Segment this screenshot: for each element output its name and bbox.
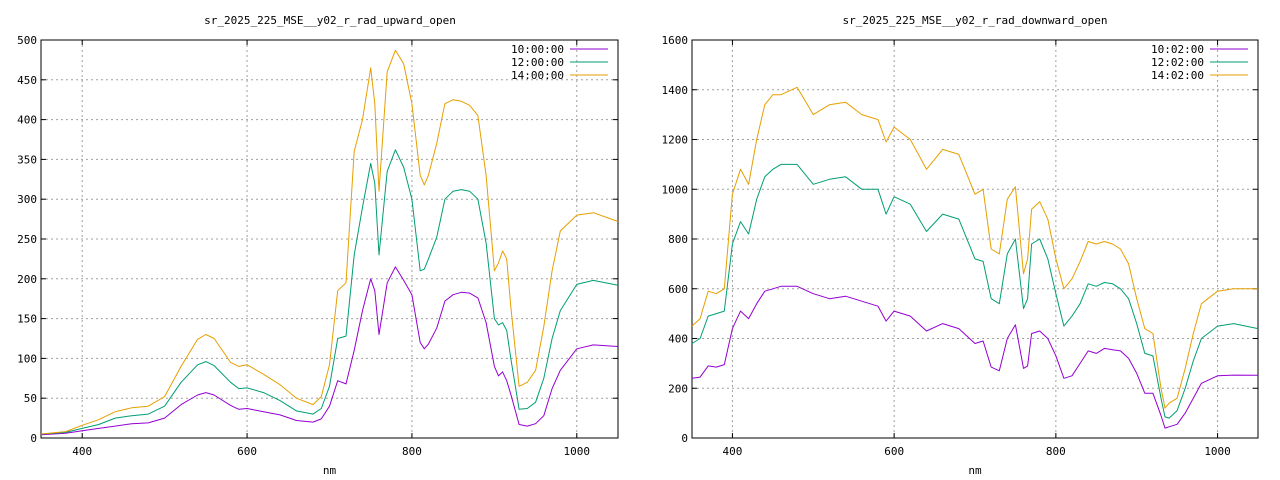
chart-title: sr_2025_225_MSE__y02_r_rad_upward_open — [204, 14, 456, 27]
y-tick-label: 1600 — [662, 34, 689, 47]
legend-label: 14:00:00 — [511, 69, 564, 82]
legend-label: 10:02:00 — [1151, 43, 1204, 56]
plot-frame — [691, 39, 1259, 439]
y-tick-label: 100 — [17, 352, 37, 365]
y-tick-label: 800 — [668, 233, 688, 246]
x-tick-label: 400 — [72, 445, 92, 458]
x-tick-label: 600 — [237, 445, 257, 458]
y-tick-label: 1000 — [662, 183, 689, 196]
x-tick-label: 400 — [722, 445, 742, 458]
y-tick-label: 0 — [681, 432, 688, 445]
downward-radiance-chart: sr_2025_225_MSE__y02_r_rad_downward_open… — [662, 14, 1259, 477]
x-axis-label: nm — [323, 464, 337, 477]
chart-title: sr_2025_225_MSE__y02_r_rad_downward_open — [843, 14, 1108, 27]
x-tick-label: 1000 — [1204, 445, 1231, 458]
y-tick-label: 500 — [17, 34, 37, 47]
y-tick-label: 50 — [24, 392, 37, 405]
y-tick-label: 600 — [668, 283, 688, 296]
y-tick-label: 400 — [668, 333, 688, 346]
series-line-0 — [691, 285, 1259, 429]
series-line-2 — [691, 86, 1258, 409]
x-tick-label: 800 — [402, 445, 422, 458]
series-line-1 — [40, 149, 619, 435]
legend-label: 12:02:00 — [1151, 56, 1204, 69]
y-tick-label: 450 — [17, 74, 37, 87]
y-tick-label: 350 — [17, 153, 37, 166]
legend-label: 12:00:00 — [511, 56, 564, 69]
y-tick-label: 300 — [17, 193, 37, 206]
plot-frame — [40, 39, 619, 439]
x-tick-label: 600 — [884, 445, 904, 458]
series-line-2 — [40, 49, 619, 435]
x-axis-label: nm — [968, 464, 982, 477]
series-line-0 — [40, 266, 619, 436]
y-tick-label: 400 — [17, 114, 37, 127]
y-tick-label: 0 — [30, 432, 37, 445]
legend-label: 14:02:00 — [1151, 69, 1204, 82]
y-tick-label: 250 — [17, 233, 37, 246]
y-tick-label: 1200 — [662, 134, 689, 147]
series-line-1 — [691, 163, 1259, 419]
y-tick-label: 200 — [668, 382, 688, 395]
upward-radiance-chart: sr_2025_225_MSE__y02_r_rad_upward_open 40… — [17, 14, 619, 477]
x-tick-label: 800 — [1046, 445, 1066, 458]
x-tick-label: 1000 — [564, 445, 591, 458]
y-tick-label: 1400 — [662, 84, 689, 97]
y-tick-label: 150 — [17, 313, 37, 326]
legend-label: 10:00:00 — [511, 43, 564, 56]
y-tick-label: 200 — [17, 273, 37, 286]
